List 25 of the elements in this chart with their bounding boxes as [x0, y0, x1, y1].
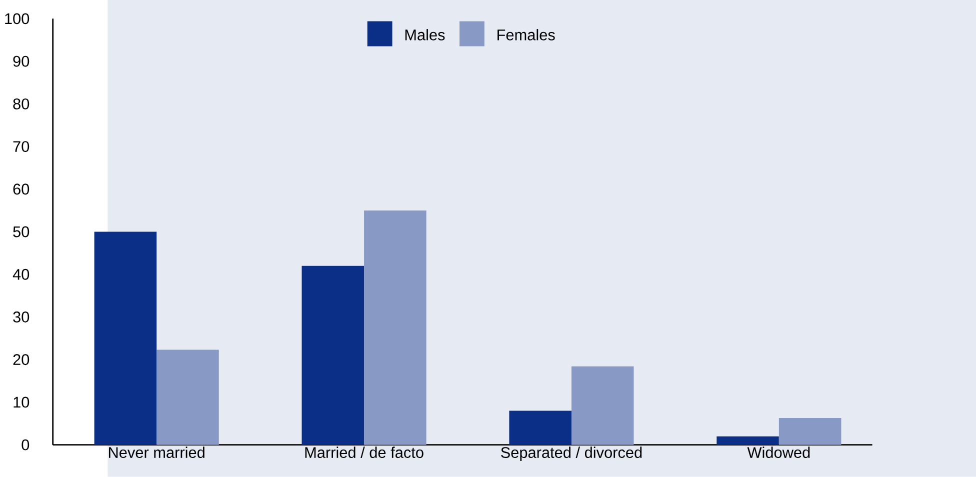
y-tick-label: 40	[12, 268, 30, 280]
legend-label: Females	[498, 29, 555, 40]
bar	[716, 436, 779, 445]
bar	[509, 410, 572, 445]
legend-label: Males	[405, 29, 445, 40]
x-tick-label: Never married	[109, 446, 204, 458]
y-tick-label: 60	[13, 184, 30, 195]
bar	[156, 350, 219, 445]
bar	[94, 232, 157, 445]
x-tick-label: Separated / divorced	[501, 446, 642, 462]
y-tick-label: 50	[13, 226, 30, 238]
y-tick-label: 0	[22, 439, 30, 450]
y-tick-label: 80	[13, 98, 30, 110]
y-tick-label: 90	[13, 56, 30, 67]
y-tick-label: 10	[14, 396, 30, 408]
bar	[302, 266, 364, 445]
y-tick-label: 70	[13, 141, 30, 152]
x-tick-label: Widowed	[747, 446, 810, 458]
y-tick-label: 100	[5, 13, 30, 24]
bar	[778, 418, 842, 445]
bar	[364, 210, 426, 445]
y-tick-label: 20	[13, 354, 30, 366]
bar	[571, 366, 634, 445]
y-tick-label: 30	[13, 312, 30, 323]
x-tick-label: Married / de facto	[305, 446, 424, 458]
